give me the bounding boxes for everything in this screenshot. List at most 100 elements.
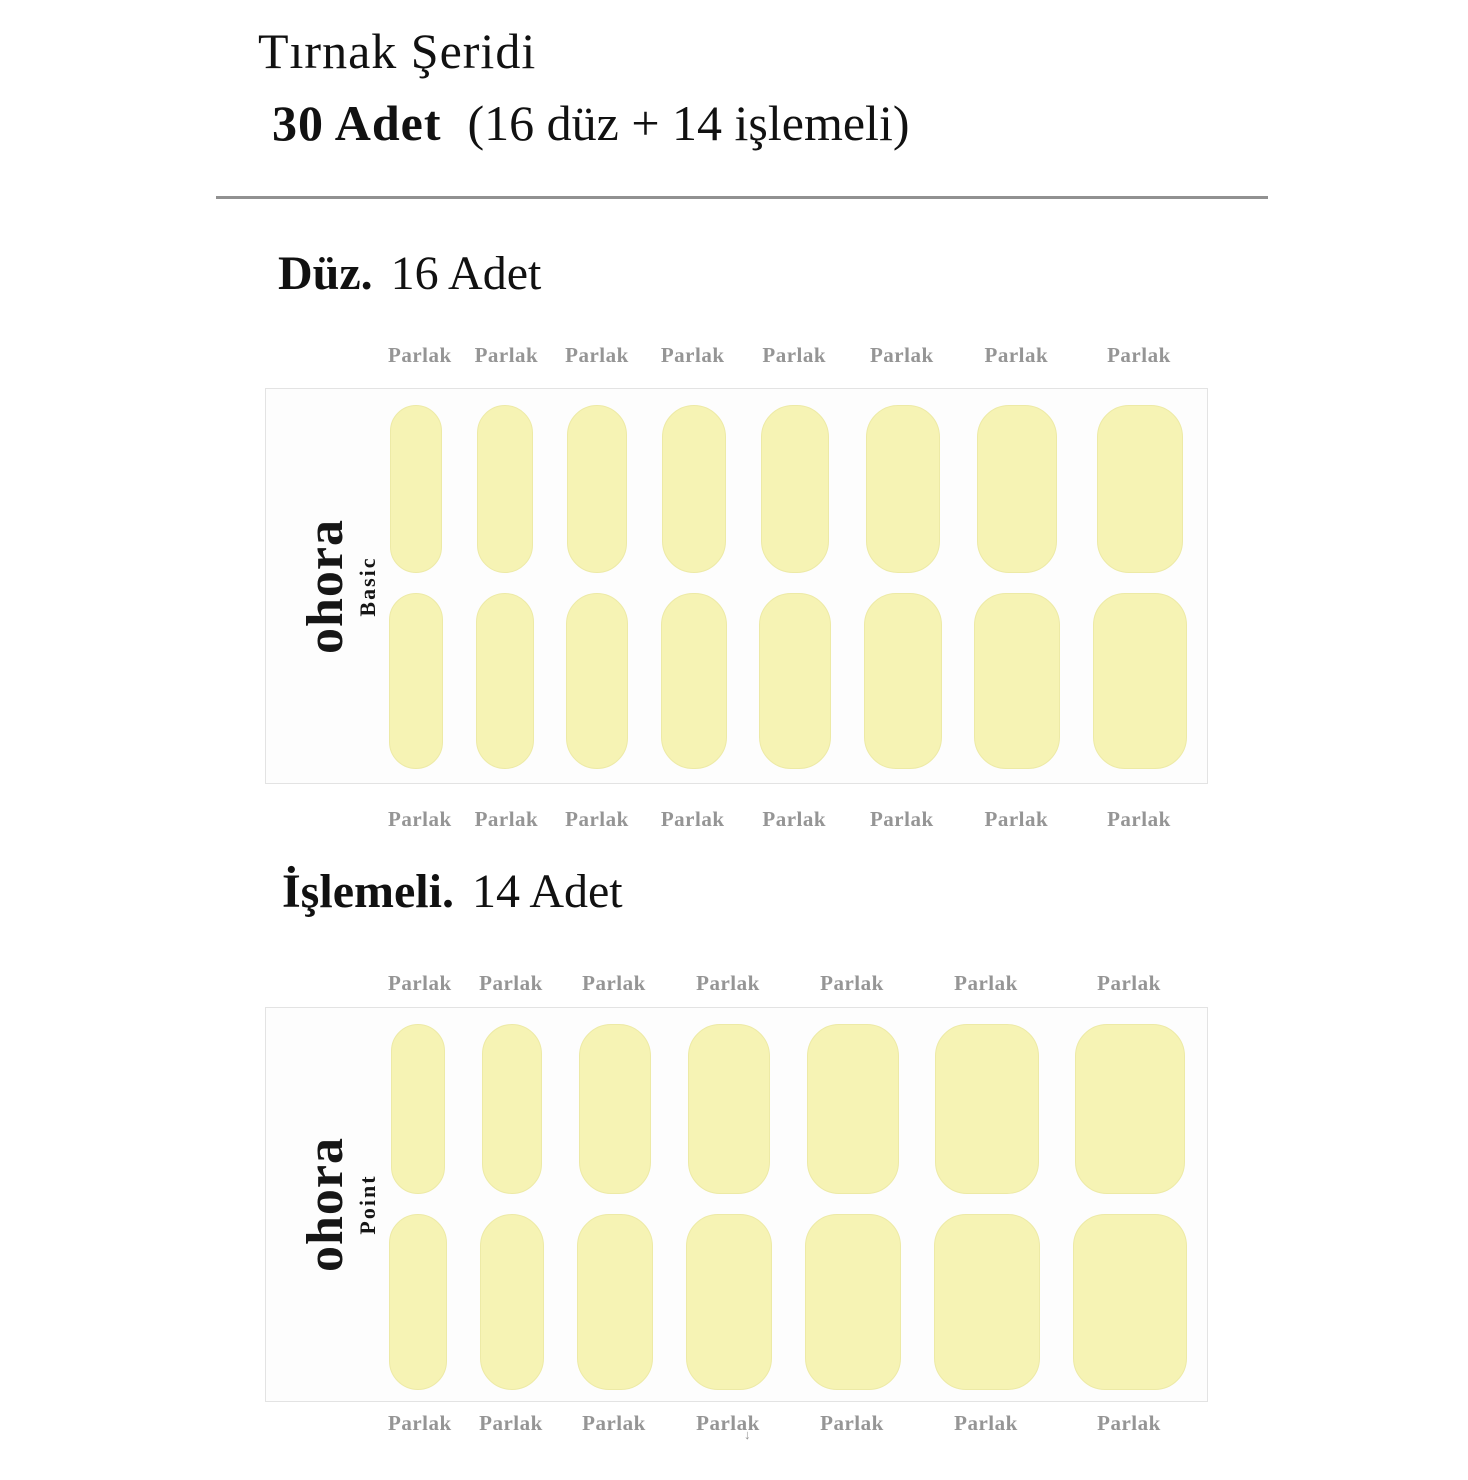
- section-heading-islemeli: İşlemeli. 14 Adet: [282, 864, 623, 919]
- finish-label: Parlak: [984, 807, 1049, 831]
- finish-label: Parlak: [565, 807, 629, 831]
- nail-sticker: [759, 593, 832, 769]
- nail-column: [660, 405, 727, 769]
- finish-label: Parlak: [479, 1411, 543, 1435]
- nail-sticker: [567, 405, 628, 573]
- finish-label-row-top: Parlak Parlak Parlak Parlak Parlak Parlak Parl…: [388, 342, 1186, 368]
- finish-label: Parlak: [582, 971, 646, 995]
- nail-sticker: [390, 405, 442, 573]
- nail-column: [389, 405, 443, 769]
- brand-logo-text: ohora: [296, 518, 354, 654]
- section-heading-type: İşlemeli.: [282, 865, 454, 918]
- brand-line-name: Point: [354, 1174, 380, 1235]
- finish-label: Parlak: [565, 343, 629, 367]
- nail-column: [934, 1024, 1040, 1390]
- nail-sticker: [807, 1024, 899, 1194]
- finish-label-row-top: Parlak Parlak Parlak Parlak Parlak Parlak Parl…: [388, 970, 1186, 996]
- finish-label: Parlak: [820, 971, 884, 995]
- cursor-artifact: ↓: [744, 1427, 751, 1442]
- section-heading-count: 16 Adet: [390, 247, 542, 300]
- finish-label: Parlak: [660, 807, 725, 831]
- nail-sticker: [661, 405, 726, 573]
- nail-sticker: [865, 405, 940, 573]
- finish-label: Parlak: [474, 807, 539, 831]
- nail-column: [566, 405, 629, 769]
- nail-sticker: [761, 405, 830, 573]
- page-title: Tırnak Şeridi: [258, 23, 537, 79]
- piece-count-line: 30 Adet (16 düz + 14 işlemeli): [272, 94, 910, 152]
- nail-sticker: [934, 1214, 1040, 1390]
- nail-sticker: [482, 1024, 542, 1194]
- finish-label: Parlak: [1107, 343, 1171, 367]
- nail-column: [863, 405, 942, 769]
- section-heading-duz: Düz. 16 Adet: [278, 246, 541, 301]
- count-breakdown: (16 düz + 14 işlemeli): [467, 95, 910, 151]
- nail-sticker: [805, 1214, 901, 1390]
- nail-grid: [389, 1024, 1187, 1390]
- nail-sticker: [476, 405, 533, 573]
- finish-label: Parlak: [696, 1411, 760, 1435]
- finish-label: Parlak: [1107, 807, 1171, 831]
- finish-label: Parlak: [474, 343, 539, 367]
- finish-label: Parlak: [388, 1411, 452, 1435]
- finish-label-row-bottom: Parlak Parlak Parlak Parlak Parlak Parlak Parl…: [388, 806, 1186, 832]
- finish-label: Parlak: [1097, 1411, 1161, 1435]
- nail-column: [389, 1024, 447, 1390]
- finish-label: Parlak: [762, 807, 827, 831]
- nail-sticker: [688, 1024, 770, 1194]
- finish-label: Parlak: [388, 971, 452, 995]
- nail-column: [1073, 1024, 1187, 1390]
- nail-sticker: [475, 593, 534, 769]
- nail-sheet-card-point: ohora Point: [265, 1007, 1208, 1402]
- nail-sticker: [935, 1024, 1039, 1194]
- nail-column: [577, 1024, 653, 1390]
- finish-label: Parlak: [820, 1411, 884, 1435]
- nail-sticker: [389, 1214, 447, 1390]
- finish-label: Parlak: [1097, 971, 1161, 995]
- nail-sticker: [566, 593, 629, 769]
- nail-column: [1092, 405, 1187, 769]
- finish-label: Parlak: [954, 1411, 1018, 1435]
- nail-sticker: [391, 1024, 445, 1194]
- nail-sticker: [1092, 593, 1187, 769]
- nail-column: [686, 1024, 772, 1390]
- finish-label: Parlak: [388, 343, 452, 367]
- nail-column: [805, 1024, 901, 1390]
- nail-column: [974, 405, 1061, 769]
- nail-column: [759, 405, 832, 769]
- nail-sticker: [480, 1214, 544, 1390]
- nail-column: [480, 1024, 544, 1390]
- nail-sticker: [660, 593, 727, 769]
- nail-column: [475, 405, 534, 769]
- finish-label: Parlak: [696, 971, 760, 995]
- finish-label: Parlak: [869, 343, 934, 367]
- finish-label: Parlak: [479, 971, 543, 995]
- finish-label: Parlak: [762, 343, 827, 367]
- nail-sticker: [389, 593, 443, 769]
- finish-label: Parlak: [954, 971, 1018, 995]
- finish-label: Parlak: [388, 807, 452, 831]
- nail-sticker: [1075, 1024, 1185, 1194]
- nail-sticker: [686, 1214, 772, 1390]
- nail-sticker: [577, 1214, 653, 1390]
- divider-line: [216, 196, 1268, 199]
- total-count: 30 Adet: [272, 95, 442, 151]
- nail-sticker: [1096, 405, 1183, 573]
- nail-sticker: [579, 1024, 651, 1194]
- nail-grid: [389, 405, 1187, 771]
- finish-label: Parlak: [582, 1411, 646, 1435]
- brand-logo-text: ohora: [296, 1137, 354, 1272]
- nail-sticker: [977, 405, 1058, 573]
- nail-sheet-card-basic: ohora Basic: [265, 388, 1208, 784]
- brand-line-name: Basic: [354, 555, 380, 617]
- finish-label: Parlak: [660, 343, 725, 367]
- nail-sticker: [863, 593, 942, 769]
- nail-sticker: [1073, 1214, 1187, 1390]
- section-heading-type: Düz.: [278, 247, 373, 300]
- finish-label: Parlak: [984, 343, 1049, 367]
- section-heading-count: 14 Adet: [471, 865, 623, 918]
- finish-label: Parlak: [869, 807, 934, 831]
- finish-label-row-bottom: Parlak Parlak Parlak Parlak Parlak Parlak Parl…: [388, 1410, 1186, 1436]
- nail-sticker: [974, 593, 1061, 769]
